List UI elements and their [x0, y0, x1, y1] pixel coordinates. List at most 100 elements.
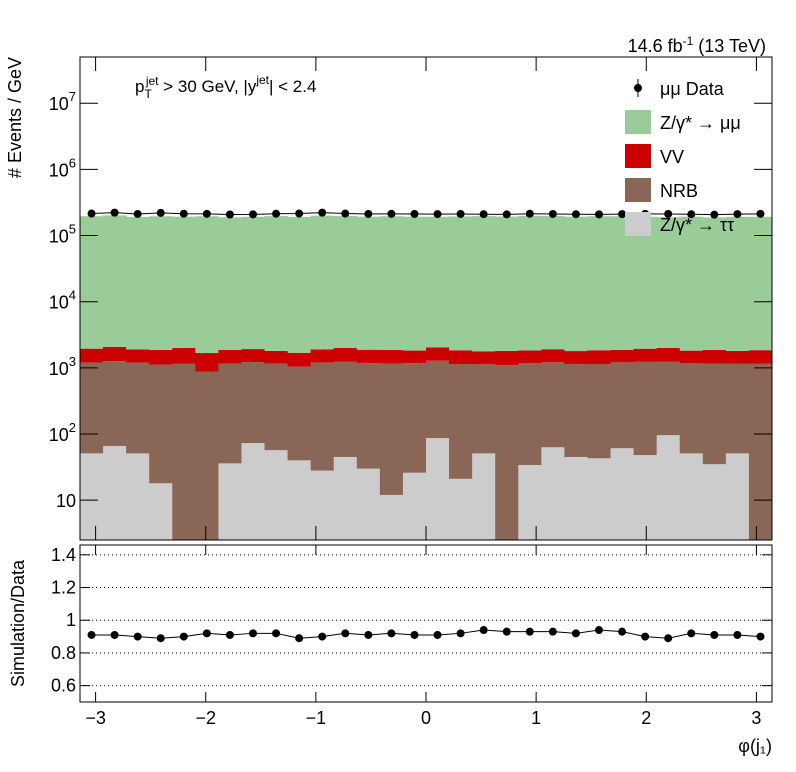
ratio-point [641, 632, 650, 641]
y-tick-exp: 7 [69, 89, 76, 104]
ratio-point [571, 629, 580, 638]
y-tick-exp: 5 [69, 222, 76, 237]
y-tick-label: 102 [49, 420, 76, 445]
ratio-point [387, 629, 396, 638]
bar [287, 460, 312, 540]
annotation-part: | < 2.4 [269, 77, 316, 96]
bar [633, 348, 658, 362]
bar [356, 216, 381, 350]
ratio-point [733, 630, 742, 639]
y-tick-exp: 2 [69, 420, 76, 435]
y-tick-exp: 4 [69, 288, 76, 303]
bar [333, 456, 358, 540]
data-point [664, 209, 673, 218]
bar [564, 363, 588, 457]
annotation-part: T [144, 87, 152, 101]
bar [495, 350, 519, 366]
bar [149, 483, 173, 540]
bar [287, 366, 312, 461]
bar [472, 364, 496, 454]
bar [241, 349, 266, 363]
bar [633, 216, 658, 349]
data-point [87, 209, 96, 218]
data-point [710, 210, 719, 219]
bar [541, 349, 565, 363]
ratio-point [318, 632, 327, 641]
bar [702, 217, 727, 350]
legend-swatch [625, 110, 651, 134]
bar [264, 216, 289, 351]
ratio-point [295, 634, 304, 643]
bar [518, 350, 542, 364]
bar [564, 456, 588, 540]
y-tick-base: 10 [49, 293, 69, 313]
bar [172, 347, 196, 364]
y-tick-label: 105 [49, 222, 76, 247]
annotation-part: > 30 GeV, |y [159, 77, 257, 96]
bar [172, 216, 196, 348]
bar [656, 361, 681, 436]
data-point [133, 209, 142, 218]
bar [426, 216, 450, 348]
bar [126, 453, 150, 540]
bar [241, 216, 266, 350]
bar [587, 350, 612, 365]
bar [310, 215, 335, 350]
ratio-point [664, 634, 673, 643]
bar [402, 363, 427, 473]
data-point [595, 210, 603, 219]
x-tick-label: 2 [641, 708, 651, 728]
ratio-point [502, 627, 511, 636]
bar [633, 361, 658, 456]
ratio-point [595, 626, 603, 635]
bar [195, 352, 219, 372]
y-tick-label: 0.8 [51, 643, 76, 663]
bar [264, 350, 289, 364]
bar [126, 362, 150, 454]
data-point [571, 210, 580, 219]
bar [149, 349, 173, 365]
bar [495, 216, 519, 351]
ratio-point [364, 630, 373, 639]
ratio-point [618, 627, 627, 636]
annotation-part: p [135, 77, 144, 96]
y-tick-label: 1.2 [51, 578, 76, 598]
bar [633, 455, 658, 540]
ratio-point [525, 627, 534, 636]
bar [702, 363, 727, 465]
data-point [272, 209, 281, 218]
y-tick-label: 107 [49, 89, 76, 114]
legend-marker [634, 84, 642, 92]
annotation-part: jet [255, 73, 269, 87]
data-point [202, 209, 211, 218]
y-axis-title: # Events / GeV [5, 57, 25, 178]
bar [379, 216, 404, 351]
x-axis-title: φ(j₁) [738, 736, 772, 756]
plot-frame [79, 544, 773, 703]
ratio-point [410, 630, 419, 639]
ratio-point [133, 632, 142, 641]
legend-label: Z/γ* → ττ [660, 215, 734, 235]
y-tick-label: 106 [49, 155, 76, 180]
bar [472, 351, 496, 365]
bar [679, 363, 704, 454]
bar [149, 364, 173, 484]
ratio-point [225, 630, 234, 639]
data-point [687, 210, 696, 219]
y-tick-base: 10 [49, 227, 69, 247]
ratio-point [179, 632, 188, 641]
data-point [295, 209, 304, 218]
bar [656, 217, 681, 349]
bar [80, 362, 104, 454]
bar [218, 349, 242, 364]
y-tick-base: 10 [49, 160, 69, 180]
bar [725, 350, 750, 364]
bar [449, 478, 473, 540]
ratio-point [156, 634, 165, 643]
bar [564, 351, 588, 364]
data-point [249, 210, 257, 219]
y-tick-label: 104 [49, 288, 76, 313]
bar [80, 216, 104, 349]
ratio-point [710, 630, 719, 639]
bar [472, 453, 496, 540]
